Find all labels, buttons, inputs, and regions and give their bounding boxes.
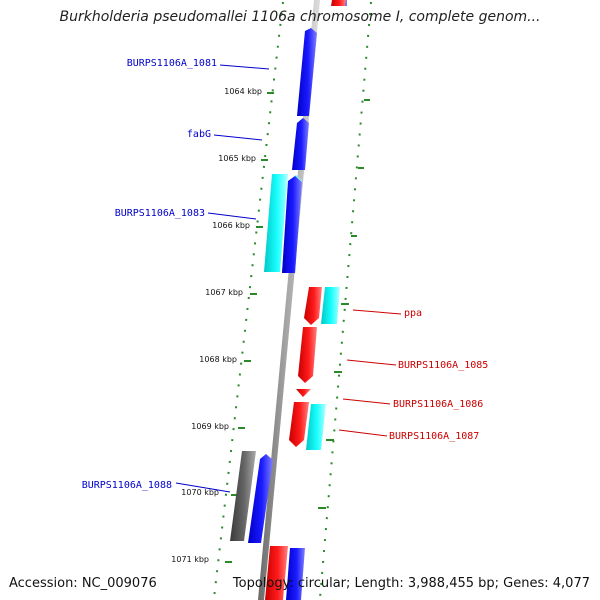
gene-label[interactable]: BURPS1106A_1088 xyxy=(82,480,172,491)
gene-label[interactable]: BURPS1106A_1085 xyxy=(398,360,488,371)
gene-arrow[interactable] xyxy=(321,287,340,324)
tick-label: 1069 kbp xyxy=(191,422,229,431)
gene-label[interactable]: BURPS1106A_1087 xyxy=(389,431,479,442)
accession-label: Accession: NC_009076 xyxy=(9,576,157,591)
leader-lines xyxy=(175,64,402,493)
gene-arrow[interactable] xyxy=(304,287,322,325)
genome-summary: Topology: circular; Length: 3,988,455 bp… xyxy=(232,576,590,591)
gene-arrow[interactable] xyxy=(286,548,305,600)
gene-label[interactable]: ppa xyxy=(404,308,422,319)
gene-arrow[interactable] xyxy=(298,327,317,383)
outer-ring-ticks xyxy=(318,99,370,509)
tick-label: 1065 kbp xyxy=(218,154,256,163)
tick-label: 1068 kbp xyxy=(199,355,237,364)
gene-label[interactable]: BURPS1106A_1081 xyxy=(127,58,217,69)
forward-genes xyxy=(230,0,347,600)
outer-ring-dots xyxy=(319,1,372,599)
gene-arrow[interactable] xyxy=(289,402,309,447)
gene-arrow[interactable] xyxy=(282,176,302,273)
gene-arrow[interactable] xyxy=(306,404,326,450)
gene-label[interactable]: BURPS1106A_1086 xyxy=(393,399,483,410)
tick-label: 1067 kbp xyxy=(205,288,243,297)
inner-ring-dots xyxy=(213,1,284,599)
gene-label[interactable]: BURPS1106A_1083 xyxy=(115,208,205,219)
tick-label: 1070 kbp xyxy=(181,488,219,497)
map-title: Burkholderia pseudomallei 1106a chromoso… xyxy=(59,9,541,25)
gene-arrow[interactable] xyxy=(297,28,317,116)
gene-arrow[interactable] xyxy=(296,389,311,397)
gene-label[interactable]: fabG xyxy=(187,129,211,140)
gene-arrow[interactable] xyxy=(230,451,256,541)
tick-label: 1071 kbp xyxy=(171,555,209,564)
gene-arrow[interactable] xyxy=(265,546,288,600)
gene-arrow[interactable] xyxy=(248,454,273,543)
gene-arrow[interactable] xyxy=(264,174,288,272)
reverse-genes xyxy=(265,0,346,600)
gene-arrow[interactable] xyxy=(331,0,346,6)
tick-label: 1066 kbp xyxy=(212,221,250,230)
tick-label: 1064 kbp xyxy=(224,87,262,96)
gene-arrow[interactable] xyxy=(292,118,309,170)
tick-labels: 1064 kbp 1065 kbp 1066 kbp 1067 kbp 1068… xyxy=(171,87,262,564)
reverse-gene-labels: ppa BURPS1106A_1085 BURPS1106A_1086 BURP… xyxy=(389,308,488,442)
forward-gene-labels: BURPS1106A_1081 fabG BURPS1106A_1083 BUR… xyxy=(82,58,217,491)
